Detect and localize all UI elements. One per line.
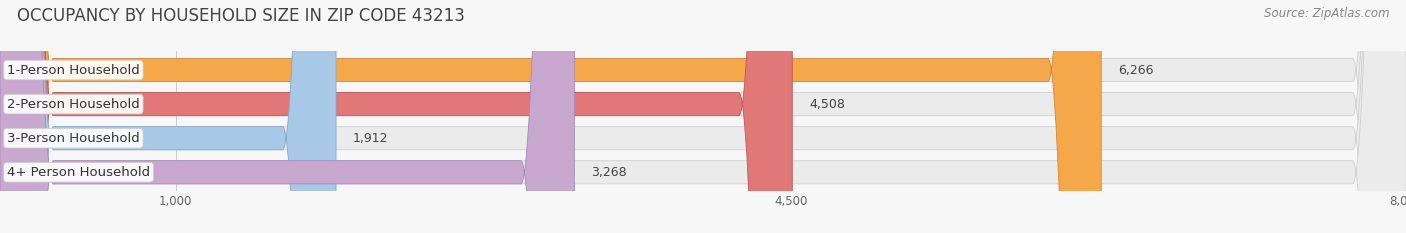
Text: 3,268: 3,268 bbox=[592, 166, 627, 179]
Text: Source: ZipAtlas.com: Source: ZipAtlas.com bbox=[1264, 7, 1389, 20]
Text: 1-Person Household: 1-Person Household bbox=[7, 64, 139, 76]
Text: OCCUPANCY BY HOUSEHOLD SIZE IN ZIP CODE 43213: OCCUPANCY BY HOUSEHOLD SIZE IN ZIP CODE … bbox=[17, 7, 465, 25]
FancyBboxPatch shape bbox=[0, 0, 1101, 233]
Text: 2-Person Household: 2-Person Household bbox=[7, 98, 139, 111]
FancyBboxPatch shape bbox=[0, 0, 336, 233]
Text: 3-Person Household: 3-Person Household bbox=[7, 132, 139, 145]
Text: 4,508: 4,508 bbox=[810, 98, 845, 111]
FancyBboxPatch shape bbox=[0, 0, 793, 233]
Text: 1,912: 1,912 bbox=[353, 132, 388, 145]
Text: 4+ Person Household: 4+ Person Household bbox=[7, 166, 150, 179]
Text: 6,266: 6,266 bbox=[1118, 64, 1153, 76]
FancyBboxPatch shape bbox=[0, 0, 575, 233]
